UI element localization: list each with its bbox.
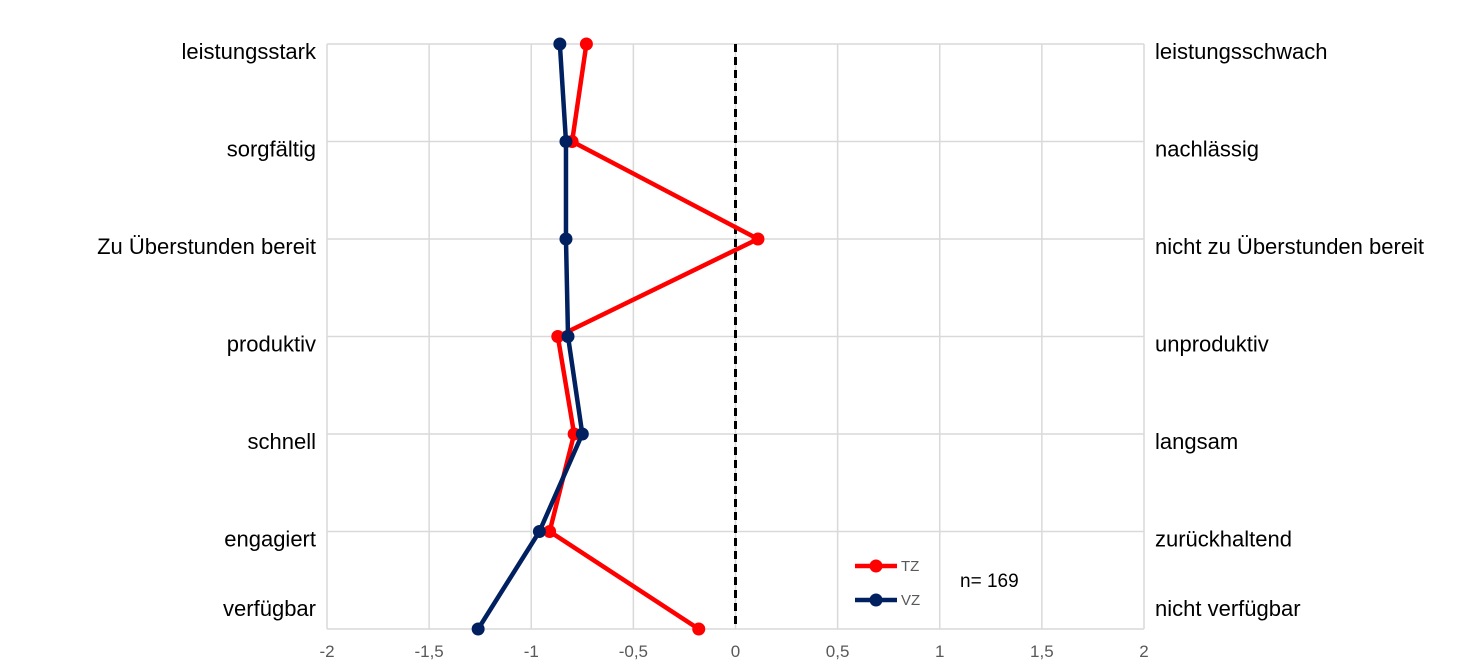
right-category-label: nachlässig xyxy=(1155,137,1259,162)
legend-label-vz: VZ xyxy=(901,592,920,609)
right-category-label: nicht verfügbar xyxy=(1155,596,1301,621)
left-category-label: schnell xyxy=(248,429,316,454)
right-category-label: zurückhaltend xyxy=(1155,527,1292,552)
legend-marker-tz xyxy=(869,559,883,573)
legend: TZ VZ xyxy=(855,558,920,609)
right-category-label: unproduktiv xyxy=(1155,332,1269,357)
left-category-label: engagiert xyxy=(224,527,316,552)
data-point-vz xyxy=(561,330,575,343)
x-tick-label: 0,5 xyxy=(826,642,850,661)
data-point-vz xyxy=(532,525,546,538)
x-tick-label: -2 xyxy=(319,642,334,661)
left-category-label: Zu Überstunden bereit xyxy=(97,234,316,259)
data-point-tz xyxy=(751,232,765,246)
data-point-vz xyxy=(575,427,589,441)
left-category-label: sorgfältig xyxy=(227,137,316,162)
right-category-label: leistungsschwach xyxy=(1155,39,1327,64)
data-point-vz xyxy=(471,622,485,636)
x-tick-label: 2 xyxy=(1139,642,1148,661)
right-category-label: langsam xyxy=(1155,429,1238,454)
x-tick-label: 0 xyxy=(731,642,740,661)
data-point-tz xyxy=(543,525,557,538)
data-point-vz xyxy=(559,232,573,246)
left-category-labels: leistungsstark sorgfältig Zu Überstunden b… xyxy=(97,39,317,621)
x-tick-label: 1,5 xyxy=(1030,642,1054,661)
left-category-label: leistungsstark xyxy=(181,39,317,64)
data-point-tz xyxy=(692,622,706,636)
data-point-vz xyxy=(553,37,567,51)
right-category-labels: leistungsschwach nachlässig nicht zu Übers… xyxy=(1155,39,1424,621)
x-tick-label: -1,5 xyxy=(414,642,443,661)
legend-marker-vz xyxy=(869,593,883,607)
x-tick-label: -1 xyxy=(524,642,539,661)
sample-size-note: n= 169 xyxy=(960,571,1019,592)
data-point-tz xyxy=(579,37,593,51)
data-point-vz xyxy=(559,135,573,148)
data-point-tz xyxy=(551,330,565,343)
data-series xyxy=(471,37,765,636)
x-tick-label: -0,5 xyxy=(619,642,648,661)
x-axis-tick-labels: -2 -1,5 -1 -0,5 0 0,5 1 1,5 2 xyxy=(319,642,1148,661)
left-category-label: verfügbar xyxy=(223,596,316,621)
left-category-label: produktiv xyxy=(227,332,316,357)
right-category-label: nicht zu Überstunden bereit xyxy=(1155,234,1424,259)
x-tick-label: 1 xyxy=(935,642,944,661)
series-vz xyxy=(471,37,589,636)
legend-label-tz: TZ xyxy=(901,558,919,575)
